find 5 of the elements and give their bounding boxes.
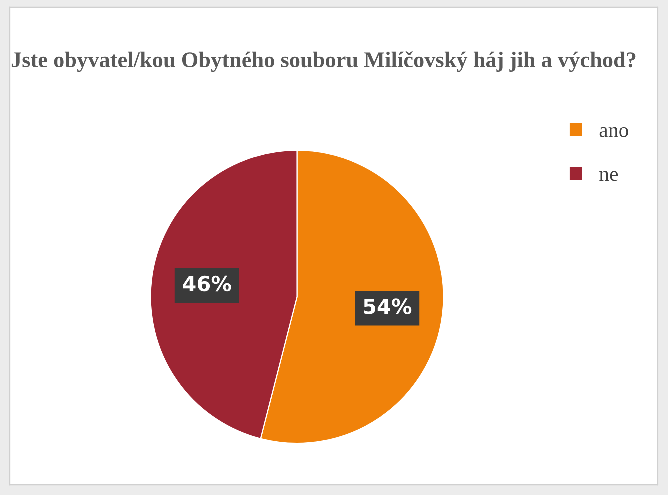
legend-label: ano <box>600 127 628 138</box>
chart-title: Jste obyvatel/kou Obytného souboru Milíčovský háj jih a východ? <box>12 52 636 72</box>
data-label: 46% <box>183 276 232 292</box>
legend-label: ne <box>600 171 618 182</box>
data-label: 54% <box>364 298 412 314</box>
